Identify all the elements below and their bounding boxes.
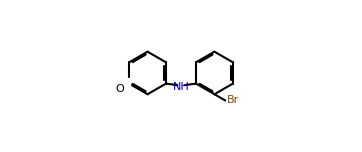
Text: NH: NH — [173, 82, 189, 92]
Text: O: O — [115, 84, 124, 94]
Text: Br: Br — [227, 95, 240, 105]
